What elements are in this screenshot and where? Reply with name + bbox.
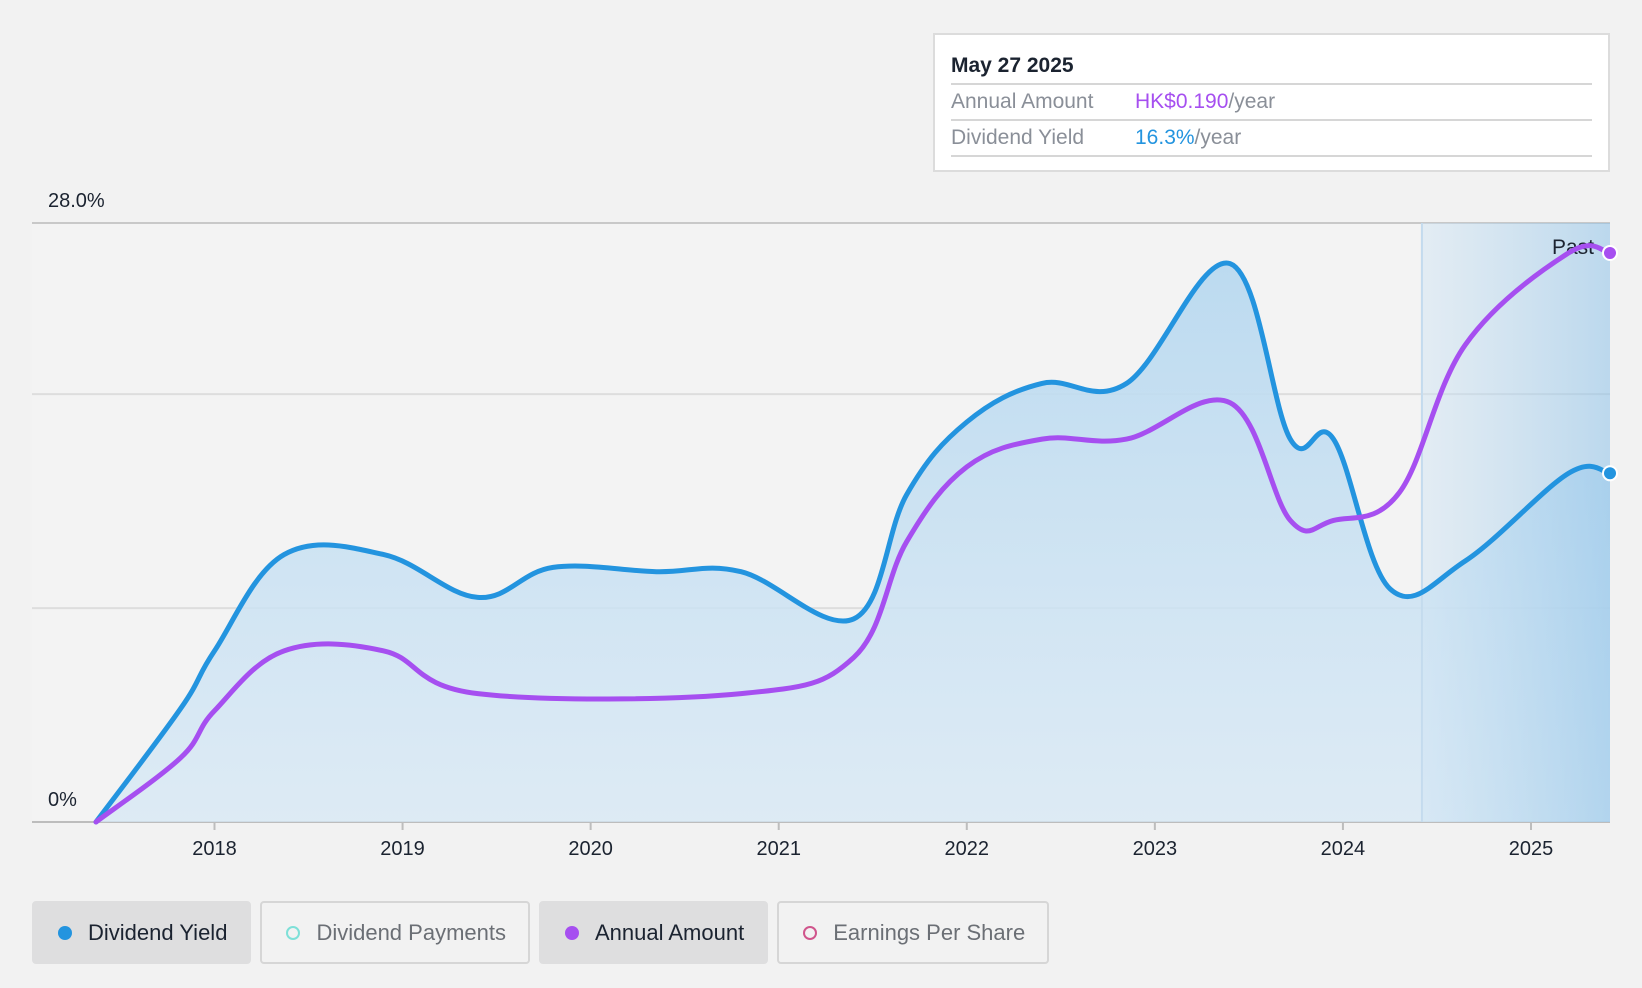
x-tick-label: 2023 bbox=[1133, 838, 1178, 860]
tooltip-row-dividend-yield: Dividend Yield 16.3% /year bbox=[951, 119, 1592, 157]
tooltip-label: Annual Amount bbox=[951, 90, 1094, 113]
legend-label: Earnings Per Share bbox=[833, 919, 1026, 945]
tooltip-unit: /year bbox=[1194, 126, 1242, 149]
y-tick-label-min: 0% bbox=[48, 789, 77, 811]
tooltip-row-annual-amount: Annual Amount HK$0.190 /year bbox=[951, 83, 1592, 119]
legend-dividend-yield-button[interactable]: Dividend Yield bbox=[32, 901, 252, 964]
tooltip-value: HK$0.190 bbox=[1135, 90, 1229, 113]
tooltip-value: 16.3% bbox=[1135, 126, 1195, 149]
x-tick-label: 2019 bbox=[380, 838, 425, 860]
annual-amount-line bbox=[93, 243, 1613, 825]
x-tick-label: 2025 bbox=[1509, 838, 1554, 860]
legend-label: Dividend Yield bbox=[88, 919, 228, 945]
x-tick-label: 2022 bbox=[945, 838, 990, 860]
legend-label: Annual Amount bbox=[594, 919, 745, 945]
tooltip: May 27 2025 Annual Amount HK$0.190 /year… bbox=[933, 33, 1610, 172]
x-tick-label: 2021 bbox=[756, 838, 801, 860]
tooltip-unit: /year bbox=[1228, 90, 1276, 113]
legend-annual-amount-button[interactable]: Annual Amount bbox=[538, 901, 769, 964]
circle-outline-icon bbox=[286, 925, 301, 940]
x-tick-label: 2020 bbox=[568, 838, 613, 860]
dividend-yield-end-marker bbox=[1602, 465, 1618, 482]
x-tick-label: 2024 bbox=[1321, 838, 1366, 860]
tooltip-date: May 27 2025 bbox=[951, 54, 1074, 77]
circle-outline-icon bbox=[803, 925, 818, 940]
tooltip-label: Dividend Yield bbox=[951, 126, 1085, 149]
legend-label: Dividend Payments bbox=[316, 919, 506, 945]
y-tick-label-max: 28.0% bbox=[48, 190, 105, 212]
legend-dividend-payments-button[interactable]: Dividend Payments bbox=[260, 901, 530, 964]
circle-filled-icon bbox=[58, 925, 72, 940]
legend-earnings-per-share-button[interactable]: Earnings Per Share bbox=[777, 901, 1050, 964]
legend: Dividend Yield Dividend Payments Annual … bbox=[32, 901, 1058, 964]
x-tick-label: 2018 bbox=[192, 838, 237, 860]
annual-amount-end-marker bbox=[1602, 244, 1618, 261]
past-region bbox=[1421, 223, 1610, 822]
circle-filled-icon bbox=[564, 925, 579, 940]
